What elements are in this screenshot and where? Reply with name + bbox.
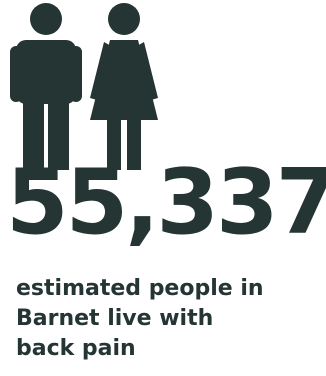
statistic-value: 55,337 [6, 150, 326, 255]
statistic-caption: estimated people in Barnet live with bac… [16, 274, 316, 364]
people-icons [0, 0, 326, 176]
caption-line: Barnet live with [16, 306, 214, 331]
caption-line: estimated people in [16, 276, 264, 301]
male-person-icon [10, 3, 82, 170]
caption-line: back pain [16, 336, 136, 361]
female-person-icon [90, 3, 158, 170]
